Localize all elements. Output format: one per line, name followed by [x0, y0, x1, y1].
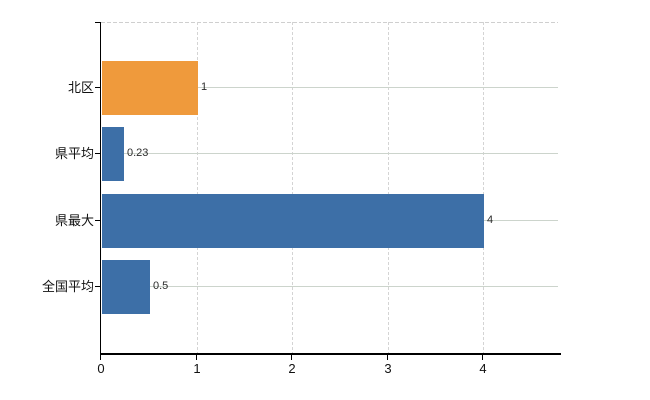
- bar-value-label: 0.23: [127, 147, 149, 159]
- x-tick: [482, 354, 483, 360]
- x-tick: [291, 354, 292, 360]
- bar: [102, 194, 484, 248]
- plot-top-border: [101, 22, 558, 23]
- x-tick-label: 1: [193, 361, 201, 376]
- y-axis-line: [99, 22, 101, 355]
- x-tick-label: 0: [97, 361, 105, 376]
- category-label: 県最大: [54, 213, 94, 228]
- gridline-v: [388, 22, 389, 353]
- y-axis-top-tick: [95, 22, 101, 23]
- gridline-v: [292, 22, 293, 353]
- gridline-h: [102, 87, 558, 88]
- y-tick: [95, 153, 101, 154]
- gridline-v: [197, 22, 198, 353]
- bar: [102, 61, 198, 115]
- category-label: 全国平均: [41, 279, 94, 294]
- gridline-h: [102, 286, 558, 287]
- x-tick-label: 3: [384, 361, 392, 376]
- category-label: 北区: [67, 80, 94, 95]
- x-tick: [100, 354, 101, 360]
- category-label: 県平均: [54, 146, 94, 161]
- bar: [102, 260, 150, 314]
- bar-value-label: 0.5: [153, 280, 169, 292]
- bar-value-label: 1: [201, 81, 208, 93]
- x-tick-label: 2: [288, 361, 296, 376]
- x-tick: [196, 354, 197, 360]
- y-tick: [95, 87, 101, 88]
- x-tick: [387, 354, 388, 360]
- bar: [102, 127, 124, 181]
- bar-value-label: 4: [487, 214, 494, 226]
- y-tick: [95, 220, 101, 221]
- gridline-h: [102, 153, 558, 154]
- y-tick: [95, 286, 101, 287]
- gridline-v: [483, 22, 484, 353]
- x-tick-label: 4: [479, 361, 487, 376]
- x-axis-line: [99, 353, 561, 355]
